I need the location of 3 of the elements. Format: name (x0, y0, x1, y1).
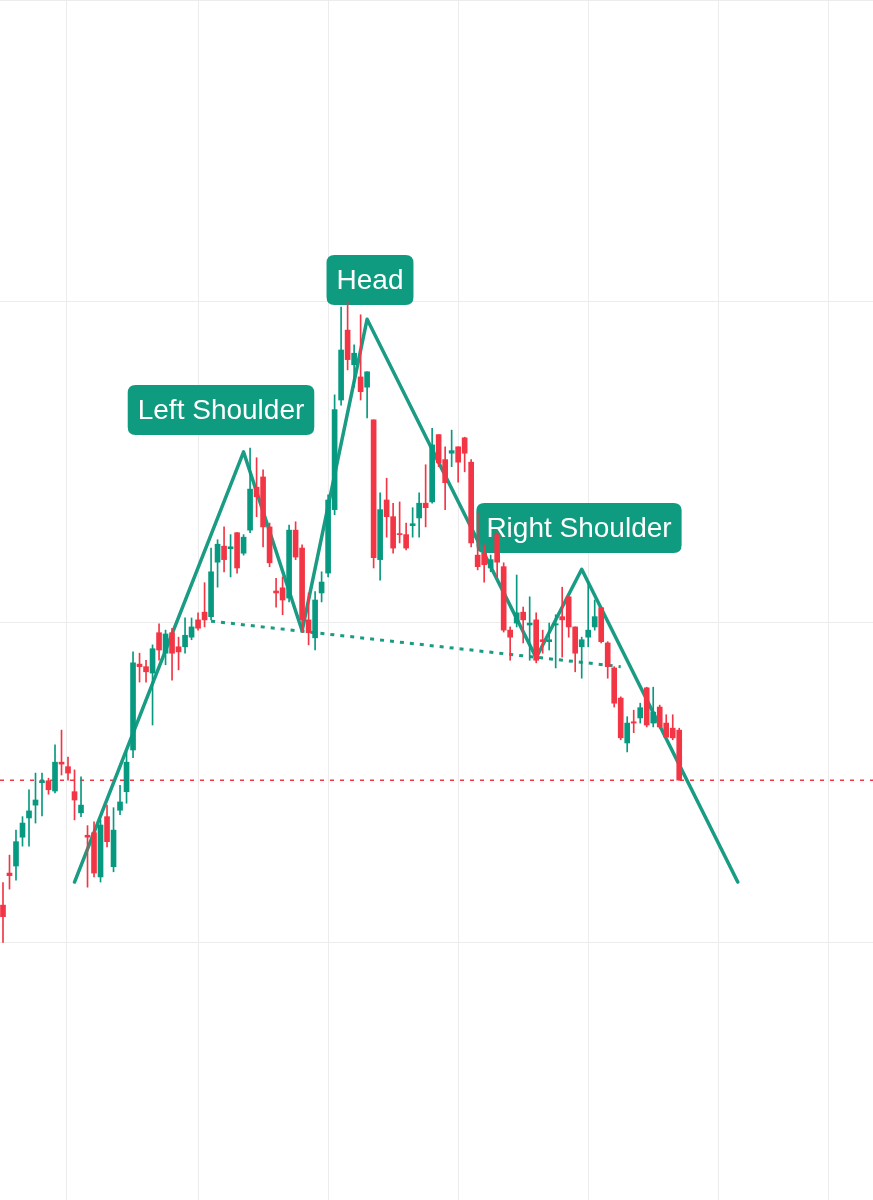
annotation: Right Shoulder (486, 511, 672, 543)
annotation: Left Shoulder (137, 393, 305, 425)
text: Head (336, 263, 404, 295)
